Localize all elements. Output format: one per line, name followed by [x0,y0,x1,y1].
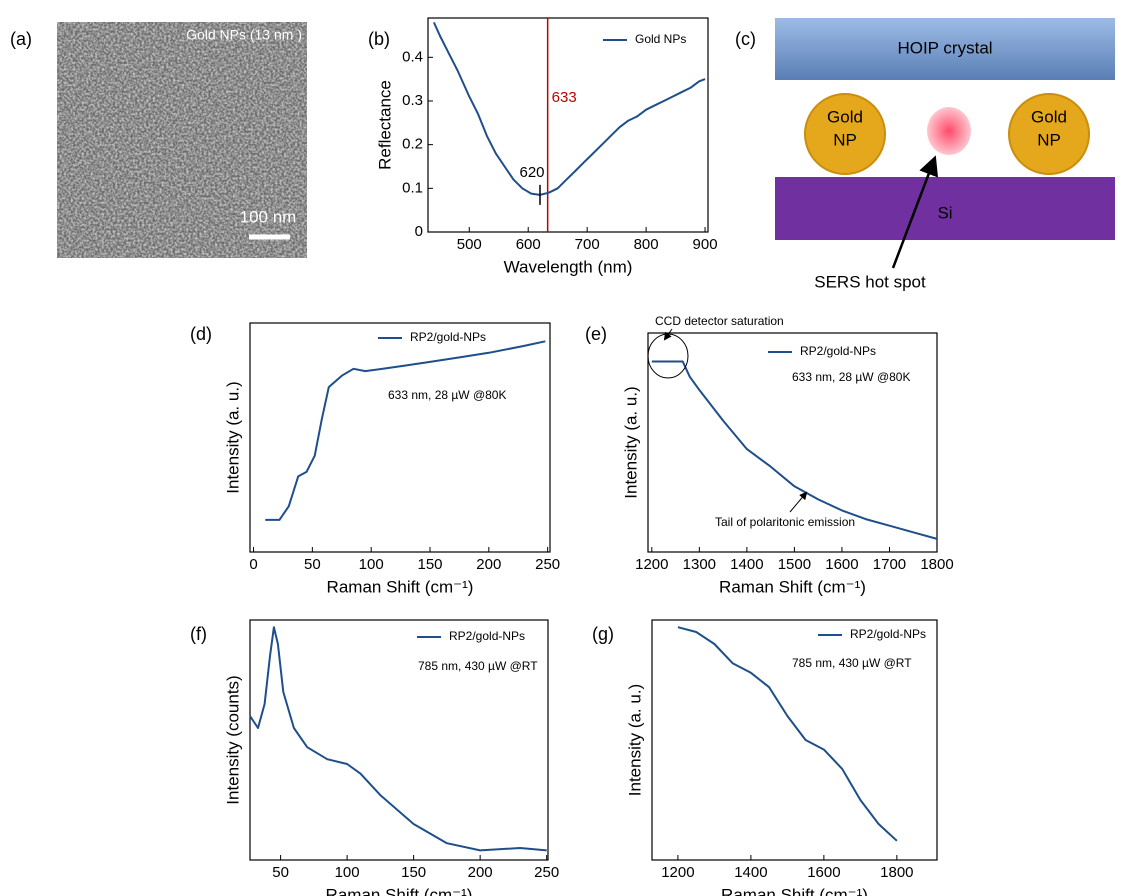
annotation: 785 nm, 430 µW @RT [418,659,538,673]
arrow [663,328,673,341]
legend-label: Gold NPs [635,32,686,46]
np-label: NP [1037,130,1061,149]
layer-label: Si [937,203,952,222]
y-axis-label: Intensity (a. u.) [223,381,242,493]
plot-frame [647,332,938,553]
x-tick-label: 1600 [807,864,840,881]
x-tick-label: 1600 [825,556,858,573]
y-axis-label: Intensity (counts) [223,675,242,804]
legend-label: RP2/gold-NPs [449,629,525,643]
annotation: 633 nm, 28 µW @80K [388,388,506,402]
y-axis-label: Intensity (a. u.) [621,386,640,498]
x-axis-label: Raman Shift (cm⁻¹) [719,577,866,596]
x-tick-label: 700 [575,236,600,253]
x-tick-label: 1800 [920,556,953,573]
hoip-layer [775,18,1115,80]
y-tick-label: 0 [415,223,423,240]
y-tick-label: 0.3 [402,92,423,109]
plot-frame [249,619,549,861]
hot-spot-label: SERS hot spot [814,272,926,291]
x-tick-label: 1400 [734,864,767,881]
annotation: 785 nm, 430 µW @RT [792,656,912,670]
y-axis-label: Intensity (a. u.) [625,684,644,796]
x-tick-label: 1800 [880,864,913,881]
x-axis-label: Raman Shift (cm⁻¹) [721,885,868,896]
y-tick-label: 0.1 [402,179,423,196]
x-tick-label: 50 [272,864,289,881]
panel-label: (e) [585,324,607,344]
x-tick-label: 50 [304,556,321,573]
x-tick-label: 200 [468,864,493,881]
x-tick-label: 500 [457,236,482,253]
x-tick-label: 900 [693,236,718,253]
x-axis-label: Raman Shift (cm⁻¹) [327,577,474,596]
x-tick-label: 1200 [661,864,694,881]
x-tick-label: 250 [534,864,559,881]
data-line [651,360,938,540]
x-tick-label: 1500 [778,556,811,573]
x-tick-label: 150 [417,556,442,573]
data-line [265,340,546,521]
x-tick-label: 800 [634,236,659,253]
y-axis-label: Reflectance [375,80,394,170]
x-tick-label: 600 [516,236,541,253]
hot-spot [927,107,971,155]
legend-label: RP2/gold-NPs [410,330,486,344]
data-line [677,626,898,842]
panel-label: (d) [190,324,212,344]
np-label: NP [833,130,857,149]
legend-label: RP2/gold-NPs [800,344,876,358]
x-tick-label: 250 [535,556,560,573]
x-tick-label: 150 [401,864,426,881]
arrow [789,491,808,513]
image-caption: Gold NPs (13 nm ) [186,27,302,43]
y-tick-label: 0.2 [402,136,423,153]
panel-label: (a) [10,29,32,49]
np-label: Gold [1031,107,1067,126]
x-tick-label: 1400 [730,556,763,573]
plot-frame [249,322,551,553]
x-tick-label: 100 [359,556,384,573]
x-tick-label: 1700 [873,556,906,573]
x-tick-label: 100 [335,864,360,881]
annotation: CCD detector saturation [655,314,784,328]
data-line [249,626,547,852]
sem-grain [57,22,307,258]
panel-label: (f) [190,624,207,644]
legend-label: RP2/gold-NPs [850,627,926,641]
plot-frame [651,619,938,861]
plot-frame [427,17,709,233]
np-label: Gold [827,107,863,126]
scale-bar-label: 100 nm [240,207,297,226]
x-tick-label: 200 [476,556,501,573]
x-axis-label: Wavelength (nm) [504,257,633,276]
annotation: Tail of polaritonic emission [715,515,855,529]
x-tick-label: 0 [249,556,257,573]
x-tick-label: 1300 [683,556,716,573]
panel-label: (b) [368,29,390,49]
panel-label: (g) [592,624,614,644]
data-line [432,21,706,196]
gold-np [1008,93,1090,175]
panel-label: (c) [735,29,756,49]
y-tick-label: 0.4 [402,48,423,65]
x-tick-label: 1200 [635,556,668,573]
marker-label: 620 [519,164,544,181]
si-layer [775,177,1115,240]
arrow [891,155,939,269]
saturation-circle [647,333,689,379]
annotation: 633 nm, 28 µW @80K [792,370,910,384]
x-axis-label: Raman Shift (cm⁻¹) [326,885,473,896]
layer-label: HOIP crystal [897,38,992,57]
gold-np [804,93,886,175]
reference-label: 633 [552,89,577,106]
